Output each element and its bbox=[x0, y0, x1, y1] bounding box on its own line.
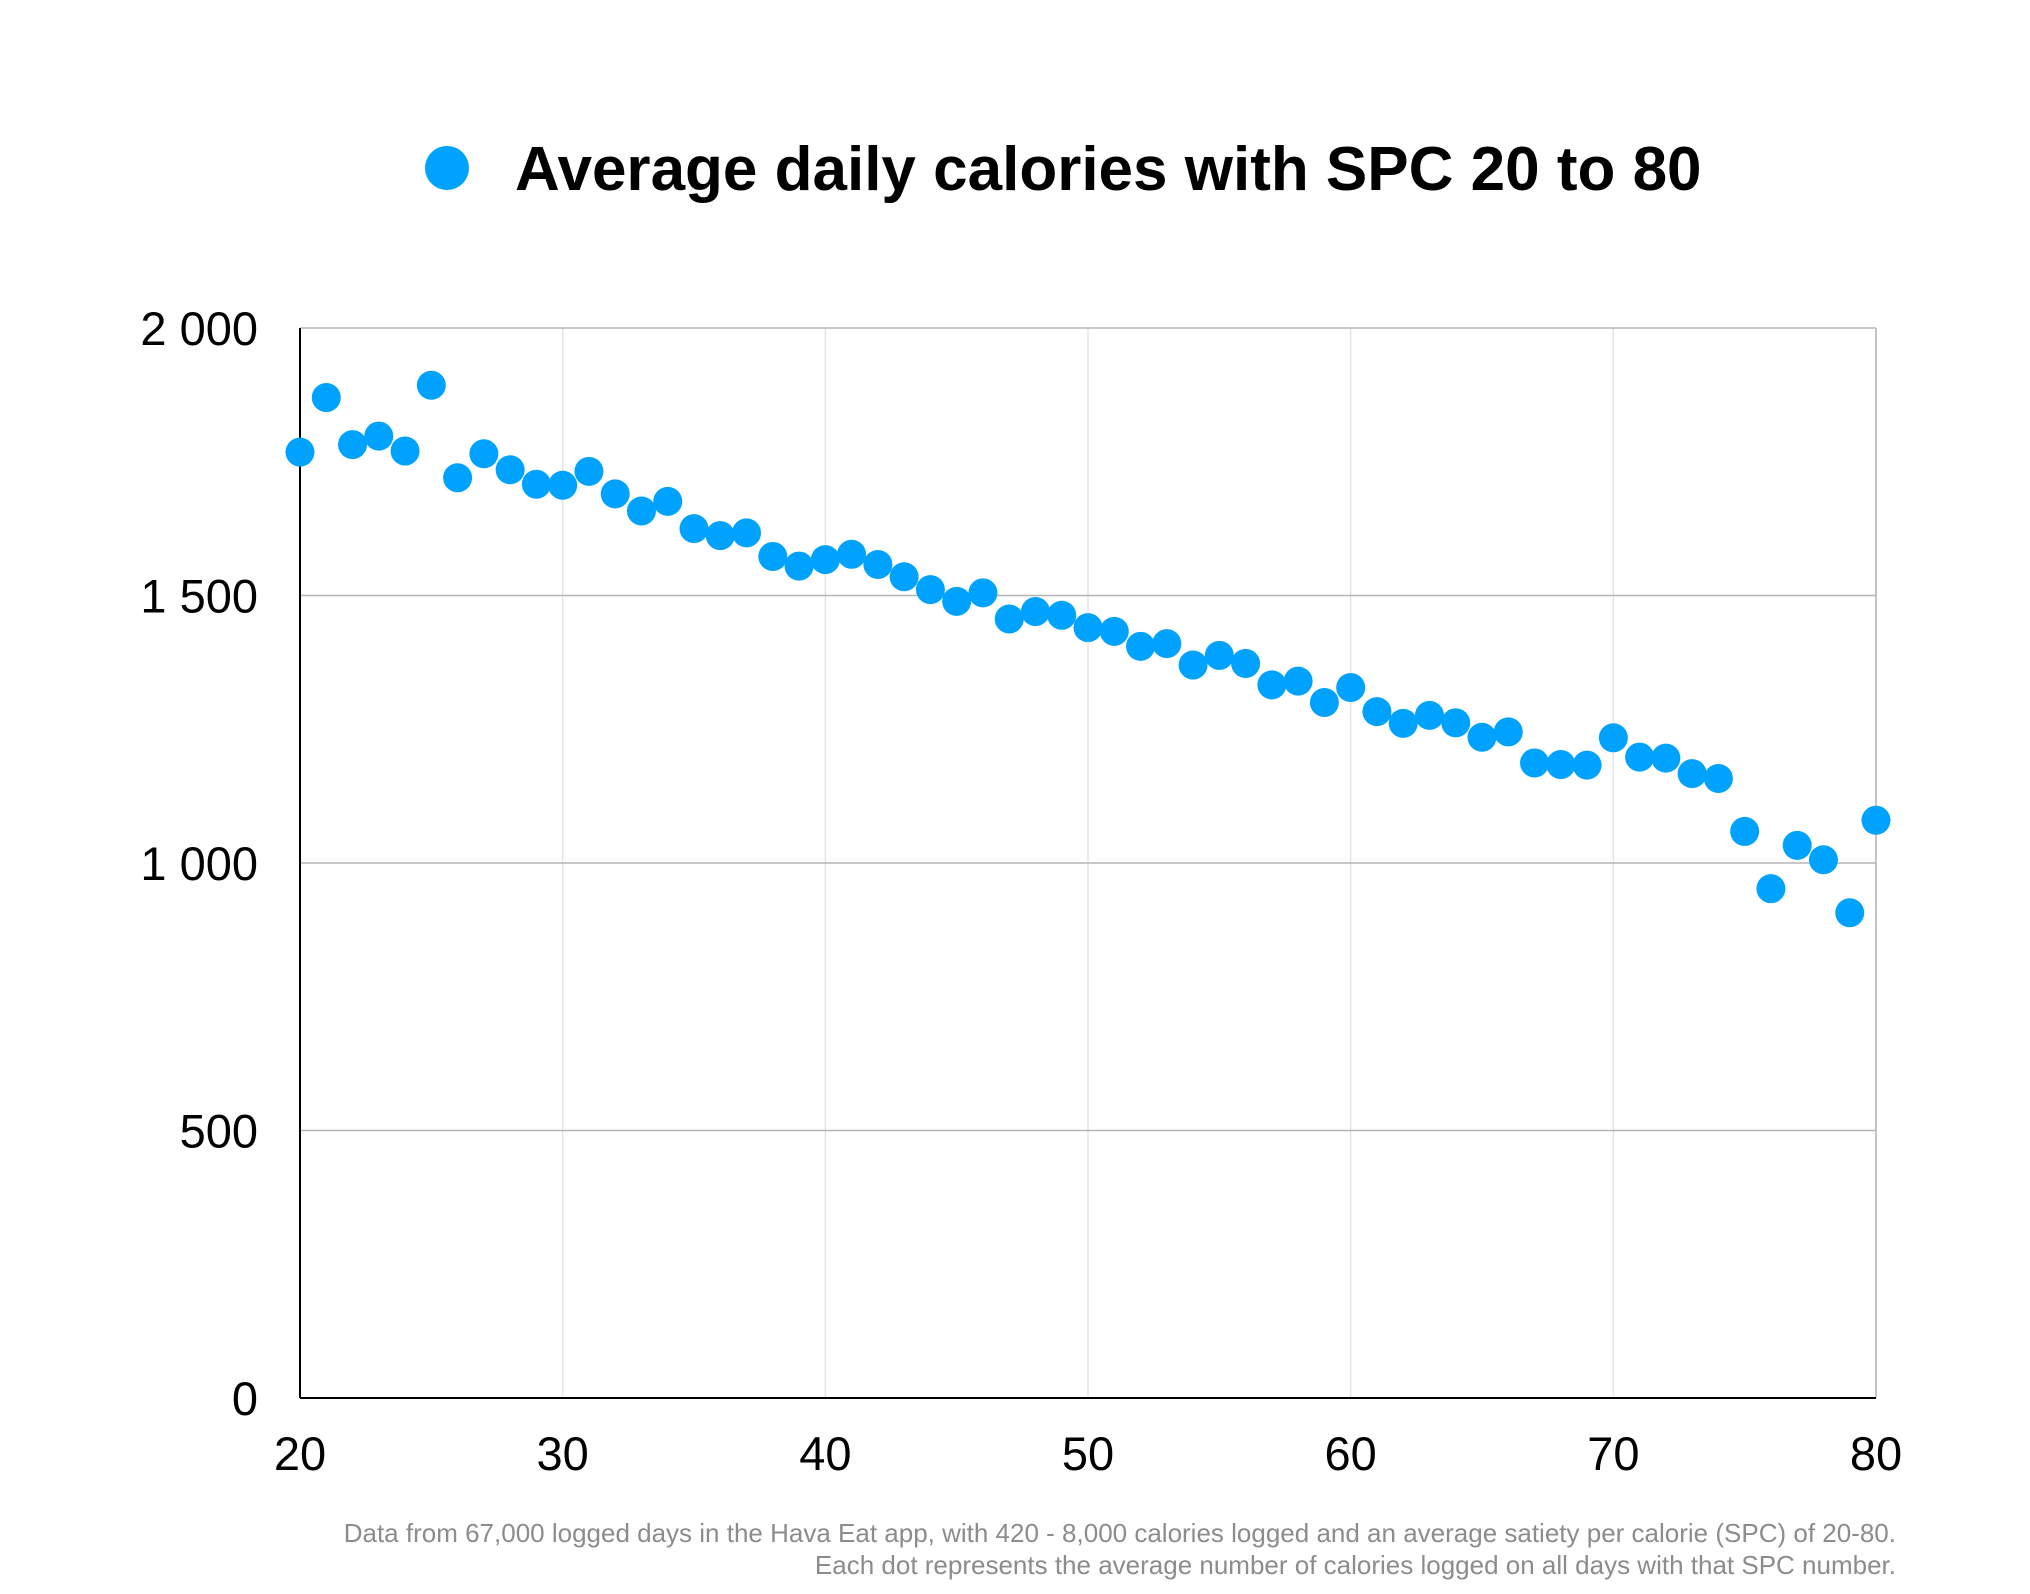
data-point bbox=[1625, 742, 1655, 772]
data-point bbox=[1598, 723, 1628, 753]
gridlines bbox=[299, 327, 1877, 1398]
x-tick-label: 30 bbox=[537, 1427, 589, 1480]
data-point bbox=[1257, 670, 1287, 700]
data-point bbox=[758, 541, 788, 571]
data-point bbox=[574, 456, 604, 486]
y-tick-label: 1 500 bbox=[140, 570, 258, 623]
data-point bbox=[1362, 697, 1392, 727]
data-point bbox=[732, 518, 762, 548]
data-point bbox=[521, 469, 551, 499]
data-point bbox=[1178, 650, 1208, 680]
data-point bbox=[443, 463, 473, 493]
x-tick-label: 70 bbox=[1587, 1427, 1639, 1480]
data-point bbox=[390, 436, 420, 466]
data-point bbox=[1441, 708, 1471, 738]
y-tick-label: 2 000 bbox=[140, 302, 258, 355]
data-point bbox=[784, 551, 814, 581]
data-point bbox=[1204, 640, 1234, 670]
data-point bbox=[1047, 600, 1077, 630]
data-point bbox=[705, 521, 735, 551]
y-tick-label: 500 bbox=[180, 1105, 258, 1158]
data-point bbox=[1467, 722, 1497, 752]
data-point bbox=[1231, 648, 1261, 678]
x-tick-label: 80 bbox=[1850, 1427, 1902, 1480]
data-point bbox=[837, 539, 867, 569]
data-point bbox=[469, 439, 499, 469]
data-point bbox=[1073, 613, 1103, 643]
y-axis-ticks: 0 500 1 000 1 500 2 000 bbox=[140, 302, 258, 1425]
data-point bbox=[942, 586, 972, 616]
x-tick-label: 60 bbox=[1325, 1427, 1377, 1480]
data-point bbox=[1099, 616, 1129, 646]
data-point bbox=[1756, 874, 1786, 904]
data-point bbox=[810, 545, 840, 575]
data-point bbox=[994, 604, 1024, 634]
y-tick-label: 1 000 bbox=[140, 837, 258, 890]
data-point bbox=[600, 479, 630, 509]
data-point bbox=[968, 578, 998, 608]
data-point bbox=[626, 496, 656, 526]
data-point bbox=[1572, 750, 1602, 780]
data-point bbox=[889, 562, 919, 592]
data-point bbox=[1020, 597, 1050, 627]
data-point bbox=[1520, 748, 1550, 778]
data-point bbox=[1336, 673, 1366, 703]
x-tick-label: 40 bbox=[799, 1427, 851, 1480]
data-point bbox=[1835, 898, 1865, 928]
data-point bbox=[1126, 631, 1156, 661]
data-point bbox=[285, 437, 315, 467]
footnote-line-2: Each dot represents the average number o… bbox=[815, 1550, 1896, 1580]
x-tick-label: 50 bbox=[1062, 1427, 1114, 1480]
legend-label: Average daily calories with SPC 20 to 80 bbox=[515, 135, 1702, 204]
data-point bbox=[338, 430, 368, 460]
y-tick-label: 0 bbox=[232, 1372, 258, 1425]
data-point bbox=[1861, 805, 1891, 835]
data-point bbox=[679, 514, 709, 544]
data-point bbox=[1283, 666, 1313, 696]
legend-marker bbox=[425, 146, 469, 190]
data-point bbox=[311, 383, 341, 413]
data-point bbox=[364, 421, 394, 451]
data-point bbox=[548, 470, 578, 500]
axes bbox=[299, 328, 1876, 1399]
data-point bbox=[1493, 717, 1523, 747]
data-point bbox=[1808, 845, 1838, 875]
data-point bbox=[1703, 763, 1733, 793]
data-point bbox=[416, 370, 446, 400]
data-point bbox=[1782, 830, 1812, 860]
x-tick-label: 20 bbox=[274, 1427, 326, 1480]
data-point bbox=[1677, 759, 1707, 789]
data-point bbox=[1152, 629, 1182, 659]
data-point bbox=[1546, 750, 1576, 780]
data-point bbox=[863, 549, 893, 579]
x-axis-ticks: 20 30 40 50 60 70 80 bbox=[274, 1427, 1902, 1480]
data-point bbox=[1414, 700, 1444, 730]
data-point bbox=[1309, 688, 1339, 717]
footnote: Data from 67,000 logged days in the Hava… bbox=[344, 1518, 1896, 1580]
legend: Average daily calories with SPC 20 to 80 bbox=[425, 135, 1702, 204]
data-point bbox=[495, 455, 525, 485]
data-points bbox=[285, 370, 1891, 928]
data-point bbox=[1730, 816, 1760, 846]
data-point bbox=[1651, 743, 1681, 773]
data-point bbox=[653, 486, 683, 516]
footnote-line-1: Data from 67,000 logged days in the Hava… bbox=[344, 1518, 1896, 1548]
data-point bbox=[915, 575, 945, 605]
data-point bbox=[1388, 708, 1418, 738]
